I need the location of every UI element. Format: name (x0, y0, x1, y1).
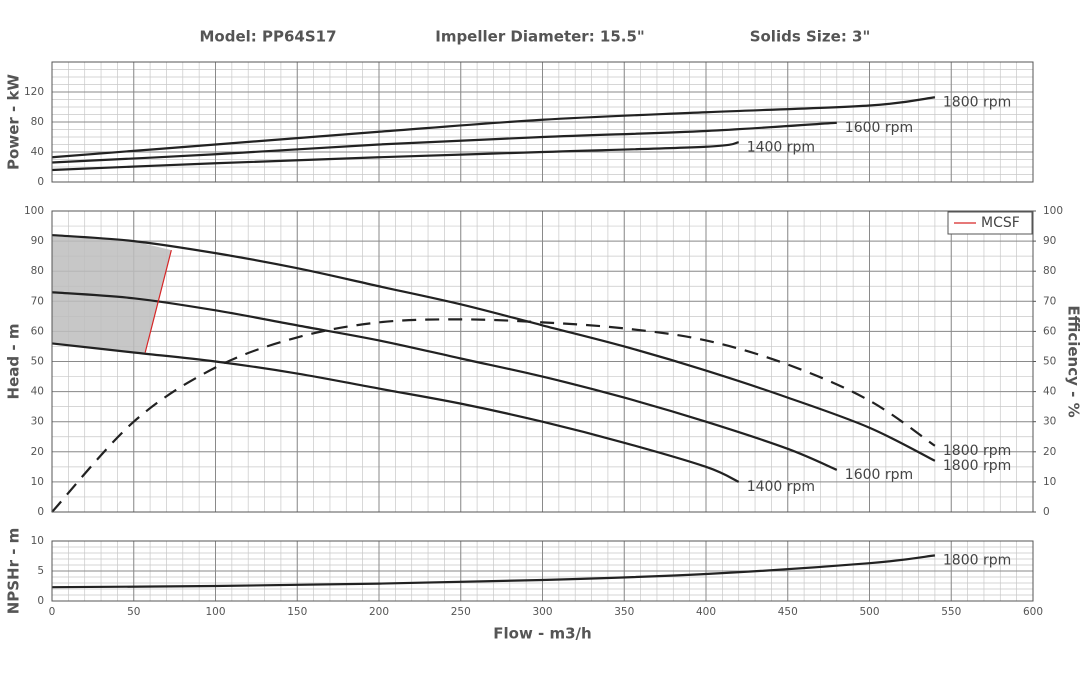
y-tick-label: 5 (37, 565, 44, 577)
x-tick-label: 450 (778, 606, 798, 618)
legend-label: MCSF (981, 215, 1020, 231)
x-tick-label: 500 (859, 606, 879, 618)
plot-border (51, 210, 1034, 513)
model: Model: PP64S17 (199, 28, 336, 46)
x-tick-label: 0 (49, 606, 56, 618)
shaded-region (52, 235, 172, 353)
y-tick-label: 30 (31, 416, 44, 428)
y2-tick-label: 70 (1043, 295, 1056, 307)
y-tick-label: 80 (31, 265, 44, 277)
x-tick-label: 150 (287, 606, 307, 618)
y-tick-label: 70 (31, 295, 44, 307)
x-tick-label: 550 (941, 606, 961, 618)
y-tick-label: 40 (31, 146, 44, 158)
y-tick-label: 20 (31, 446, 44, 458)
y2-tick-label: 40 (1043, 386, 1056, 398)
x-tick-label: 400 (696, 606, 716, 618)
impeller-diameter: Impeller Diameter: 15.5" (435, 28, 645, 46)
y-axis-label: Head - m (5, 324, 23, 400)
series-line (144, 249, 172, 353)
y-tick-label: 90 (31, 235, 44, 247)
series-line (51, 554, 936, 589)
series-label: 1400 rpm (747, 139, 815, 155)
y2-tick-label: 0 (1043, 506, 1050, 518)
y-axis-label: Power - kW (5, 74, 23, 170)
x-axis-label: Flow - m3/h (493, 625, 591, 643)
y-tick-label: 10 (31, 476, 44, 488)
plot-border (51, 61, 1034, 183)
series-line (51, 96, 936, 159)
y2-tick-label: 90 (1043, 235, 1056, 247)
series-label: 1400 rpm (747, 479, 815, 495)
series-label: 1800 rpm (943, 443, 1011, 459)
series-line (51, 121, 837, 164)
y-tick-label: 40 (31, 386, 44, 398)
solids-size: Solids Size: 3" (750, 28, 871, 46)
x-tick-label: 250 (451, 606, 471, 618)
y2-tick-label: 20 (1043, 446, 1056, 458)
x-tick-label: 200 (369, 606, 389, 618)
series-line (51, 291, 838, 471)
series-label: 1800 rpm (943, 458, 1011, 474)
series-line (51, 318, 936, 513)
y2-tick-label: 60 (1043, 325, 1056, 337)
y2-tick-label: 10 (1043, 476, 1056, 488)
y-tick-label: 0 (37, 595, 44, 607)
x-tick-label: 600 (1023, 606, 1043, 618)
y-tick-label: 80 (31, 116, 44, 128)
y-axis-label: NPSHr - m (5, 528, 23, 615)
legend-box (947, 211, 1033, 235)
x-tick-label: 100 (205, 606, 225, 618)
x-tick-label: 50 (127, 606, 140, 618)
y2-tick-label: 30 (1043, 416, 1056, 428)
x-tick-label: 350 (614, 606, 634, 618)
series-label: 1800 rpm (943, 552, 1011, 568)
series-line (51, 342, 740, 483)
y-tick-label: 50 (31, 356, 44, 368)
series-line (51, 141, 739, 172)
plot-border (51, 540, 1034, 602)
x-tick-label: 300 (532, 606, 552, 618)
y2-axis-label: Efficiency - % (1065, 305, 1080, 417)
series-line (51, 233, 936, 462)
y-tick-label: 10 (31, 535, 44, 547)
y2-tick-label: 100 (1043, 205, 1063, 217)
y-tick-label: 0 (37, 176, 44, 188)
series-label: 1800 rpm (943, 94, 1011, 110)
y2-tick-label: 50 (1043, 356, 1056, 368)
series-label: 1600 rpm (845, 120, 913, 136)
y-tick-label: 120 (24, 86, 44, 98)
y-tick-label: 0 (37, 506, 44, 518)
y-tick-label: 60 (31, 325, 44, 337)
y-tick-label: 100 (24, 205, 44, 217)
series-label: 1600 rpm (845, 467, 913, 483)
y2-tick-label: 80 (1043, 265, 1056, 277)
